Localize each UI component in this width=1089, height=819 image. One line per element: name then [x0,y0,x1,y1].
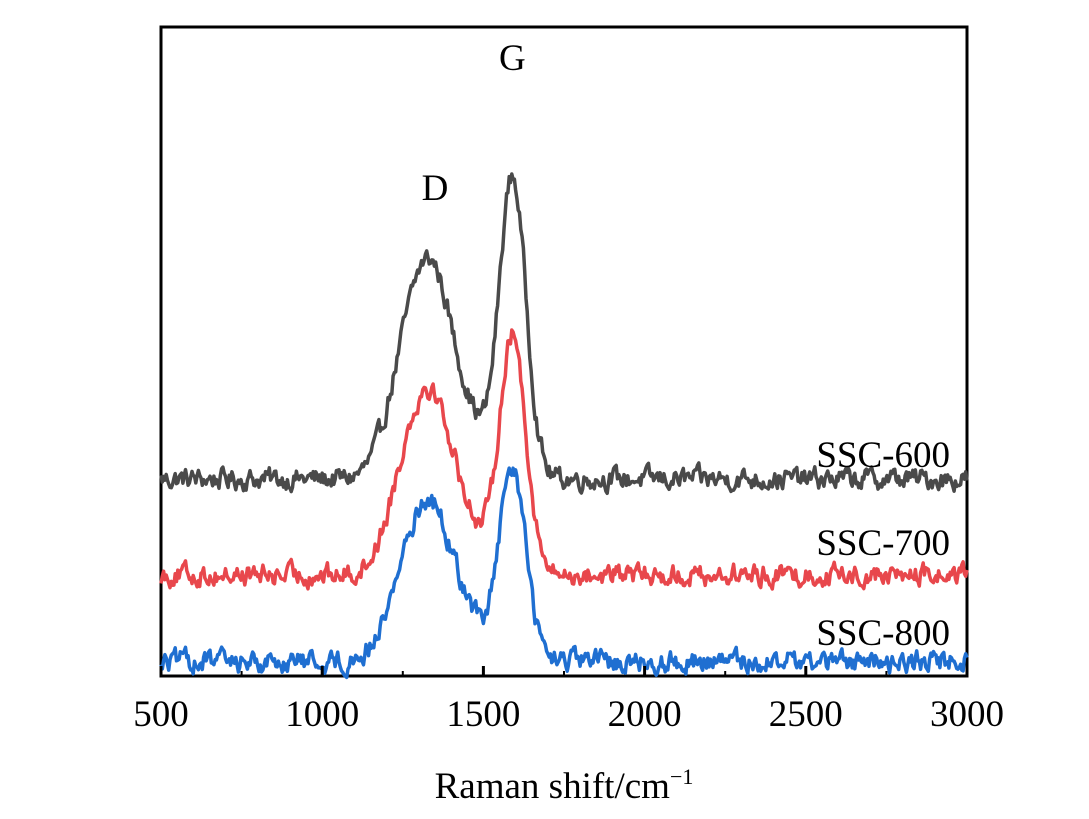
x-axis-ticks: 500 1000 1500 2000 2500 3000 [133,666,1004,735]
series-label-ssc-700: SSC-700 [816,523,950,564]
series-line-ssc-600 [159,172,969,496]
series-line-ssc-700 [159,328,969,591]
x-tick-label: 2000 [608,694,682,735]
x-axis-title: Raman shift/cm−1 [435,764,694,807]
x-tick-label: 500 [133,694,189,735]
annotation-layer: D G SSC-600 SSC-700 SSC-800 [422,38,950,654]
series-label-ssc-600: SSC-600 [816,435,950,476]
x-tick-label: 1500 [446,694,520,735]
peak-label-d: D [422,168,449,209]
x-tick-label: 3000 [930,694,1004,735]
peak-label-g: G [499,38,526,79]
x-tick-label: 1000 [285,694,359,735]
series-layer [159,172,969,680]
series-label-ssc-800: SSC-800 [816,613,950,654]
series-line-ssc-800 [159,466,969,680]
x-tick-label: 2500 [769,694,843,735]
